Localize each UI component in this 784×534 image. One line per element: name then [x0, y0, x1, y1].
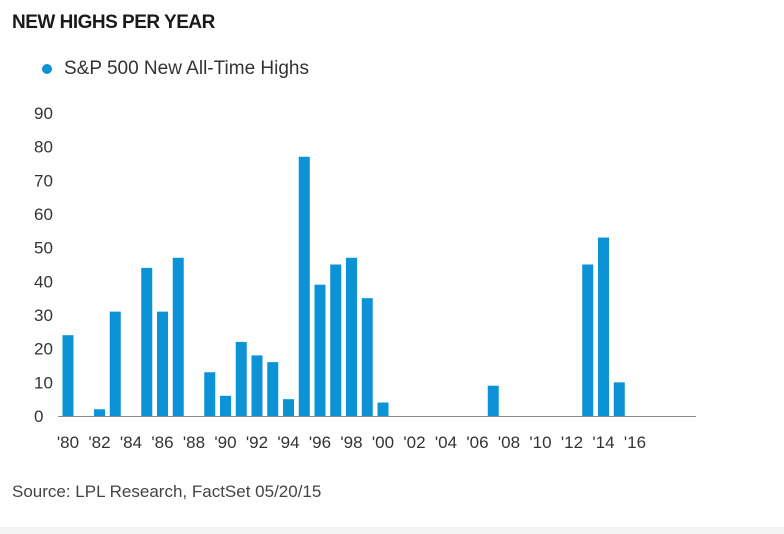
- x-tick-label: '88: [183, 433, 205, 452]
- x-axis: '80 '82 '84 '86 '88 '90 '92 '94 '96 '98 '00 '02 '04 '…: [57, 433, 646, 452]
- bar: [109, 311, 121, 416]
- bar: [235, 341, 247, 416]
- bar: [62, 335, 74, 416]
- x-tick-label: '90: [214, 433, 236, 452]
- x-tick-label: '94: [277, 433, 299, 452]
- bar: [172, 257, 184, 416]
- bar: [204, 372, 216, 416]
- y-tick-label: 50: [34, 239, 53, 258]
- bars: [62, 156, 625, 416]
- y-tick-label: 0: [34, 407, 43, 426]
- legend-label: S&P 500 New All-Time Highs: [64, 58, 309, 79]
- bar: [377, 402, 389, 416]
- bar: [94, 409, 105, 416]
- y-tick-label: 80: [34, 138, 53, 157]
- bar: [157, 311, 168, 416]
- y-tick-label: 70: [34, 171, 53, 190]
- x-tick-label: '04: [435, 433, 457, 452]
- x-tick-label: '92: [246, 433, 268, 452]
- y-tick-label: 60: [34, 205, 53, 224]
- bar: [330, 264, 342, 416]
- bar: [251, 355, 263, 416]
- y-tick-label: 90: [34, 104, 53, 123]
- bar: [346, 257, 357, 416]
- bar: [141, 267, 153, 416]
- bar: [314, 284, 326, 416]
- bar: [267, 362, 279, 416]
- chart-title: NEW HIGHS PER YEAR: [12, 12, 215, 33]
- x-tick-label: '00: [372, 433, 394, 452]
- legend-marker: [42, 64, 52, 74]
- bottom-band: [0, 527, 784, 534]
- x-tick-label: '02: [403, 433, 425, 452]
- y-axis: 0 10 20 30 40 50 60 70 80 90: [34, 104, 53, 426]
- x-tick-label: '12: [561, 433, 583, 452]
- x-tick-label: '80: [57, 433, 79, 452]
- y-tick-label: 40: [34, 272, 53, 291]
- x-tick-label: '96: [309, 433, 331, 452]
- y-tick-label: 20: [34, 340, 53, 359]
- x-tick-label: '14: [592, 433, 614, 452]
- x-tick-label: '98: [340, 433, 362, 452]
- legend: S&P 500 New All-Time Highs: [42, 58, 309, 80]
- bar: [283, 399, 294, 416]
- x-tick-label: '16: [624, 433, 646, 452]
- bar: [613, 382, 625, 416]
- x-tick-label: '06: [466, 433, 488, 452]
- bar: [487, 385, 499, 416]
- bar: [582, 264, 594, 416]
- x-tick-label: '86: [151, 433, 173, 452]
- bar: [361, 298, 373, 416]
- x-tick-label: '08: [498, 433, 520, 452]
- source-note: Source: LPL Research, FactSet 05/20/15: [12, 482, 322, 501]
- y-tick-label: 10: [34, 373, 53, 392]
- x-tick-label: '82: [88, 433, 110, 452]
- bar: [598, 237, 609, 416]
- bar: [298, 156, 310, 416]
- y-tick-label: 30: [34, 306, 53, 325]
- x-tick-label: '84: [120, 433, 142, 452]
- bar: [220, 395, 231, 416]
- x-tick-label: '10: [529, 433, 551, 452]
